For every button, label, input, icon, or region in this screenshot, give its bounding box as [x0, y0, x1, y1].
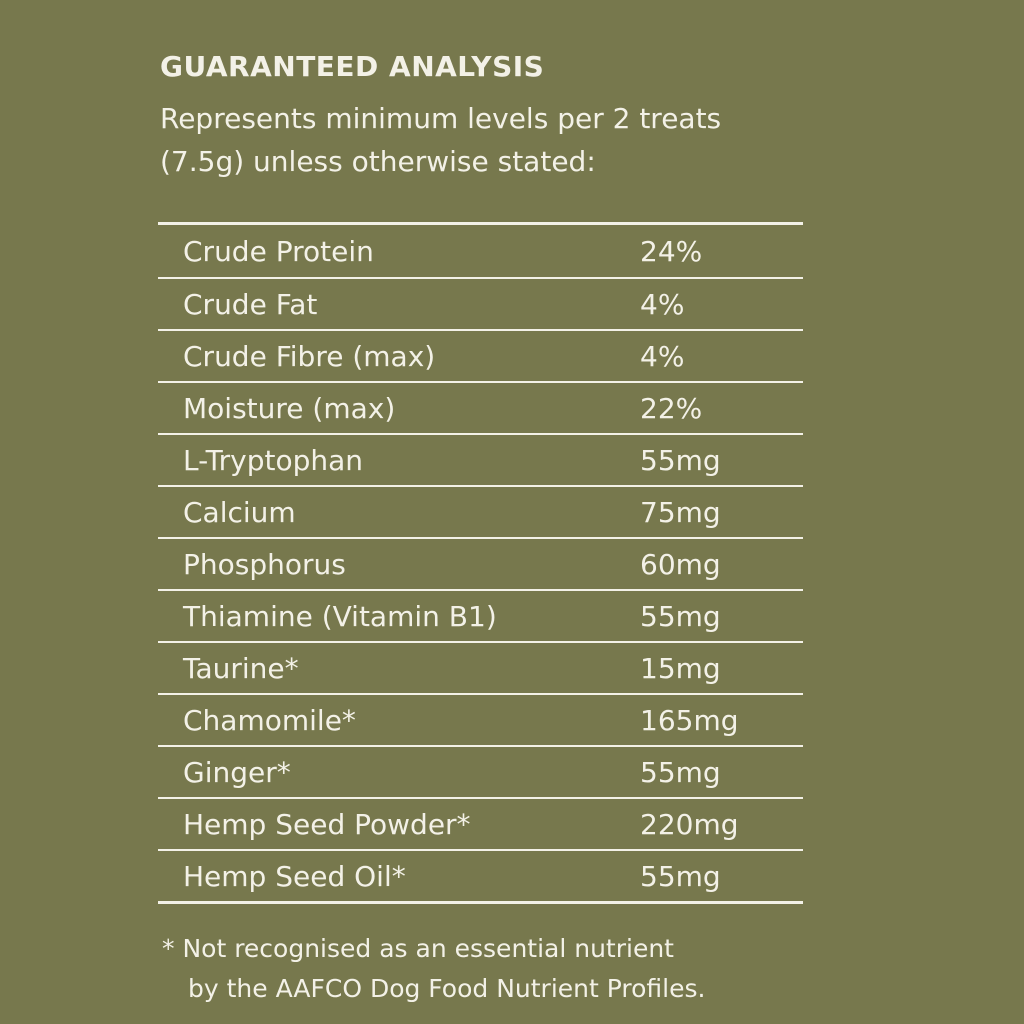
nutrient-name: Moisture (max)	[183, 391, 396, 425]
nutrient-name: Thiamine (Vitamin B1)	[183, 599, 497, 633]
subtitle: Represents minimum levels per 2 treats	[160, 102, 722, 135]
nutrient-name: Hemp Seed Oil*	[183, 859, 406, 893]
nutrient-name: Crude Protein	[183, 234, 374, 268]
nutrient-value: 4%	[640, 339, 685, 373]
title: GUARANTEED ANALYSIS	[160, 50, 545, 83]
nutrient-name: Ginger*	[183, 755, 291, 789]
analysis-table: Crude Protein 24% Crude Fat 4% Crude Fibre (…	[158, 222, 803, 904]
nutrient-value: 55mg	[640, 859, 721, 893]
nutrient-name: Crude Fibre (max)	[183, 339, 436, 373]
nutrient-value: 55mg	[640, 443, 721, 477]
nutrient-name: Taurine*	[183, 651, 299, 685]
nutrient-value: 22%	[640, 391, 703, 425]
table-row: Ginger* 55mg	[158, 745, 803, 797]
nutrient-value: 55mg	[640, 755, 721, 789]
table-row: Calcium 75mg	[158, 485, 803, 537]
nutrient-value: 60mg	[640, 547, 721, 581]
nutrient-name: Phosphorus	[183, 547, 346, 581]
subtitle: (7.5g) unless otherwise stated:	[160, 145, 596, 178]
nutrient-value: 4%	[640, 287, 685, 321]
footnote: by the AAFCO Dog Food Nutrient Profiles.	[188, 974, 706, 1003]
nutrient-name: Hemp Seed Powder*	[183, 807, 471, 841]
table-row: Chamomile* 165mg	[158, 693, 803, 745]
table-row: L-Tryptophan 55mg	[158, 433, 803, 485]
table-row: Hemp Seed Oil* 55mg	[158, 849, 803, 901]
nutrient-value: 24%	[640, 234, 703, 268]
footnote: * Not recognised as an essential nutrien…	[162, 934, 674, 963]
table-row: Crude Fat 4%	[158, 277, 803, 329]
table-row: Taurine* 15mg	[158, 641, 803, 693]
nutrient-value: 55mg	[640, 599, 721, 633]
table-row: Moisture (max) 22%	[158, 381, 803, 433]
table-row: Phosphorus 60mg	[158, 537, 803, 589]
table-row: Crude Fibre (max) 4%	[158, 329, 803, 381]
nutrient-name: Crude Fat	[183, 287, 318, 321]
nutrient-value: 165mg	[640, 703, 739, 737]
table-row: Hemp Seed Powder* 220mg	[158, 797, 803, 849]
table-row: Thiamine (Vitamin B1) 55mg	[158, 589, 803, 641]
nutrient-value: 220mg	[640, 807, 739, 841]
table-row: Crude Protein 24%	[158, 225, 803, 277]
nutrient-name: Chamomile*	[183, 703, 356, 737]
nutrient-value: 15mg	[640, 651, 721, 685]
nutrient-value: 75mg	[640, 495, 721, 529]
nutrient-name: Calcium	[183, 495, 296, 529]
nutrient-name: L-Tryptophan	[183, 443, 364, 477]
